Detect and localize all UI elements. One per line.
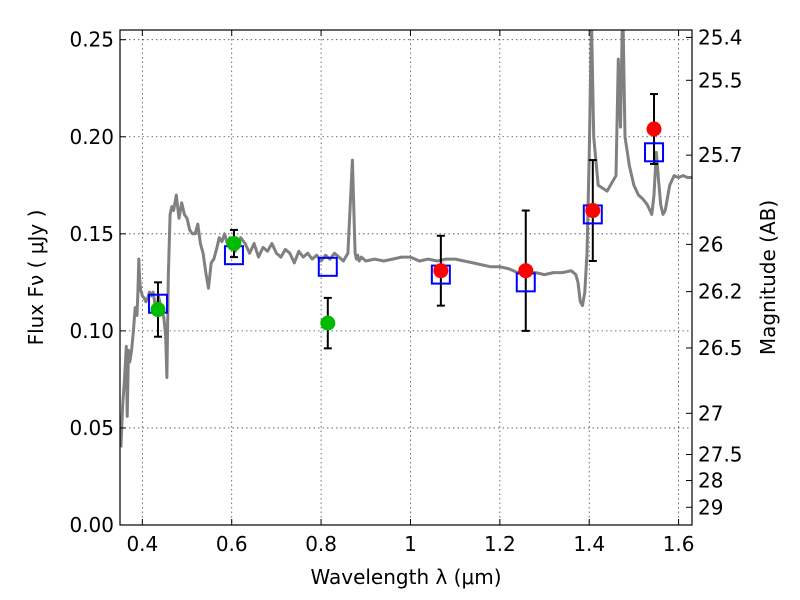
- model-point-square: [644, 142, 665, 163]
- x-tick-label: 0.8: [305, 532, 337, 556]
- x-tick-label: 1.6: [663, 532, 695, 556]
- y-tick-label: 0.15: [69, 222, 114, 246]
- observed-point-green: [226, 236, 242, 252]
- y-tick-label: 0.05: [69, 416, 114, 440]
- y2-tick-label: 25.4: [698, 25, 743, 49]
- observed-point-red: [433, 263, 449, 279]
- axis-ticks: 0.4 0.6 0.8 1 1.2 1.4 1.6 0.00 0.05 0.10 0.15 0.20 0…: [69, 25, 742, 556]
- y2-tick-label: 25.7: [698, 143, 743, 167]
- model-spectrum-layer: [120, 30, 692, 448]
- y2-tick-label: 28: [698, 469, 723, 493]
- x-tick-label: 0.4: [126, 532, 158, 556]
- plot-frame: [119, 29, 693, 526]
- observed-points-layer: [150, 121, 662, 331]
- x-tick-label: 1: [404, 532, 417, 556]
- observed-point-green: [150, 302, 166, 318]
- y-tick-label: 0.00: [69, 513, 114, 537]
- observed-point-red: [585, 203, 601, 219]
- y2-tick-label: 27: [698, 401, 723, 425]
- x-axis-label: Wavelength λ (μm): [310, 565, 501, 589]
- y-tick-label: 0.10: [69, 319, 114, 343]
- x-tick-label: 1.4: [573, 532, 605, 556]
- y2-tick-label: 26.5: [698, 336, 743, 360]
- y2-tick-label: 26: [698, 232, 723, 256]
- errorbar-layer: [153, 93, 659, 350]
- x-tick-label: 1.2: [484, 532, 516, 556]
- y2-tick-label: 25.5: [698, 68, 743, 92]
- y2-tick-label: 29: [698, 495, 723, 519]
- observed-point-red: [646, 121, 662, 137]
- model-point-square: [317, 256, 338, 277]
- y-tick-label: 0.25: [69, 28, 114, 52]
- x-tick-label: 0.6: [216, 532, 248, 556]
- observed-point-green: [320, 315, 336, 331]
- y-tick-label: 0.20: [69, 125, 114, 149]
- grid-lines: [120, 30, 692, 526]
- observed-point-red: [518, 263, 534, 279]
- y-axis-label: Flux Fν ( μJy ): [24, 210, 48, 346]
- model-spectrum-line: [120, 30, 692, 448]
- y2-tick-label: 27.5: [698, 443, 743, 467]
- y2-axis-label: Magnitude (AB): [756, 200, 780, 355]
- y2-tick-label: 26.2: [698, 280, 743, 304]
